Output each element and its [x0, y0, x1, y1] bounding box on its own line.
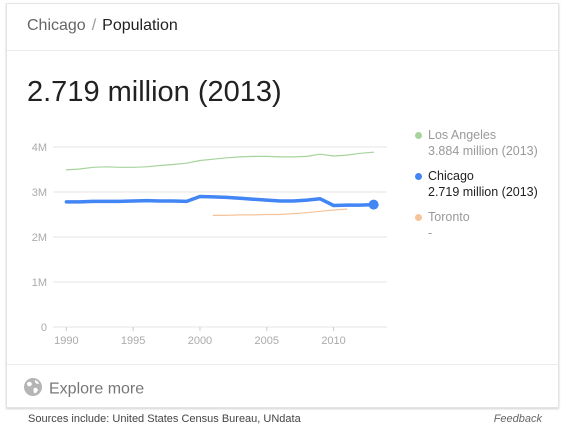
data-point-los-angeles — [332, 154, 336, 158]
data-point-los-angeles — [198, 159, 202, 163]
data-point-toronto — [332, 208, 336, 212]
data-point-los-angeles — [305, 154, 309, 158]
series-line-chicago — [64, 194, 376, 208]
data-point-los-angeles — [131, 165, 135, 169]
data-point-toronto — [278, 213, 282, 217]
series-line-toronto — [212, 208, 348, 216]
legend-value: 2.719 million (2013) — [428, 184, 538, 199]
explore-more-link[interactable]: Explore more — [23, 377, 144, 402]
data-point-los-angeles — [211, 157, 215, 161]
data-point-toronto — [305, 211, 309, 215]
card-divider — [7, 364, 558, 365]
data-point-chicago — [265, 198, 269, 202]
data-point-los-angeles — [318, 152, 322, 156]
legend-dot-los-angeles — [415, 132, 422, 139]
data-point-chicago — [332, 204, 336, 208]
data-point-los-angeles — [372, 150, 376, 154]
y-tick-label: 2M — [32, 232, 47, 244]
series-line-los-angeles — [65, 151, 375, 171]
legend-value: 3.884 million (2013) — [428, 143, 538, 158]
data-point-toronto — [251, 213, 255, 217]
legend-name: Toronto — [428, 210, 470, 224]
legend-value: - — [428, 225, 433, 240]
population-headline: 2.719 million (2013) — [27, 76, 282, 108]
data-point-los-angeles — [251, 154, 255, 158]
data-point-toronto — [345, 207, 349, 211]
data-point-chicago — [91, 199, 95, 203]
data-point-los-angeles — [145, 165, 149, 169]
data-point-chicago — [358, 203, 362, 207]
data-point-los-angeles — [291, 155, 295, 159]
data-point-los-angeles — [278, 155, 282, 159]
data-point-chicago — [278, 199, 282, 203]
data-point-los-angeles — [158, 163, 162, 167]
chart-legend: Los Angeles 3.884 million (2013) Chicago… — [415, 128, 545, 251]
data-point-chicago — [118, 199, 122, 203]
data-point-chicago — [131, 199, 135, 203]
series-end-marker-chicago — [368, 199, 379, 210]
data-point-toronto — [225, 213, 229, 217]
breadcrumb-city[interactable]: Chicago — [27, 17, 86, 34]
x-tick-label: 1995 — [121, 335, 145, 347]
data-point-los-angeles — [265, 154, 269, 158]
legend-name: Chicago — [428, 169, 474, 183]
data-point-toronto — [211, 213, 215, 217]
data-point-chicago — [318, 197, 322, 201]
breadcrumb-separator: / — [91, 17, 97, 34]
x-tick-label: 1990 — [54, 335, 78, 347]
legend-dot-toronto — [415, 214, 422, 221]
data-point-los-angeles — [345, 153, 349, 157]
y-tick-label: 1M — [32, 277, 47, 289]
data-point-chicago — [171, 199, 175, 203]
legend-item-toronto[interactable]: Toronto - — [415, 210, 545, 241]
data-point-los-angeles — [91, 165, 95, 169]
data-point-los-angeles — [64, 168, 68, 172]
data-point-los-angeles — [238, 155, 242, 159]
legend-item-chicago[interactable]: Chicago 2.719 million (2013) — [415, 169, 545, 200]
x-tick-label: 2000 — [188, 335, 212, 347]
data-point-los-angeles — [358, 151, 362, 155]
data-point-chicago — [64, 200, 68, 204]
data-point-los-angeles — [171, 163, 175, 167]
legend-item-los-angeles[interactable]: Los Angeles 3.884 million (2013) — [415, 128, 545, 159]
feedback-link[interactable]: Feedback — [493, 413, 542, 425]
x-tick-label: 2010 — [321, 335, 345, 347]
data-point-los-angeles — [78, 167, 82, 171]
data-point-chicago — [104, 199, 108, 203]
y-tick-label: 4M — [32, 142, 47, 154]
legend-name: Los Angeles — [428, 128, 497, 142]
data-point-los-angeles — [104, 165, 108, 169]
explore-more-label: Explore more — [49, 380, 145, 398]
y-tick-label: 0 — [41, 322, 47, 334]
population-chart: 0 1M 2M 3M 4M 1990 1995 2000 2005 2010 — [32, 142, 387, 347]
data-point-toronto — [291, 212, 295, 216]
data-point-chicago — [305, 198, 309, 202]
data-point-chicago — [185, 199, 189, 203]
y-tick-label: 3M — [32, 187, 47, 199]
data-point-chicago — [291, 199, 295, 203]
data-point-toronto — [238, 213, 242, 217]
data-point-chicago — [225, 195, 229, 199]
data-point-los-angeles — [118, 165, 122, 169]
breadcrumb-topic: Population — [102, 17, 178, 34]
data-point-los-angeles — [225, 156, 229, 160]
data-point-toronto — [265, 213, 269, 217]
globe-icon — [23, 377, 43, 402]
data-point-chicago — [78, 200, 82, 204]
legend-dot-chicago — [415, 173, 422, 180]
data-point-chicago — [238, 196, 242, 200]
knowledge-card: Chicago / Population 2.719 million (2013) … — [6, 3, 559, 408]
sources-text: Sources include: United States Census Bu… — [28, 413, 301, 425]
data-point-chicago — [145, 199, 149, 203]
data-point-chicago — [345, 203, 349, 207]
data-point-los-angeles — [185, 161, 189, 165]
data-point-chicago — [158, 199, 162, 203]
x-tick-label: 2005 — [255, 335, 279, 347]
data-point-chicago — [198, 195, 202, 199]
card-header: Chicago / Population — [7, 4, 558, 51]
breadcrumb: Chicago / Population — [27, 17, 178, 35]
data-point-toronto — [318, 209, 322, 213]
data-point-chicago — [211, 195, 215, 199]
data-point-chicago — [251, 197, 255, 201]
